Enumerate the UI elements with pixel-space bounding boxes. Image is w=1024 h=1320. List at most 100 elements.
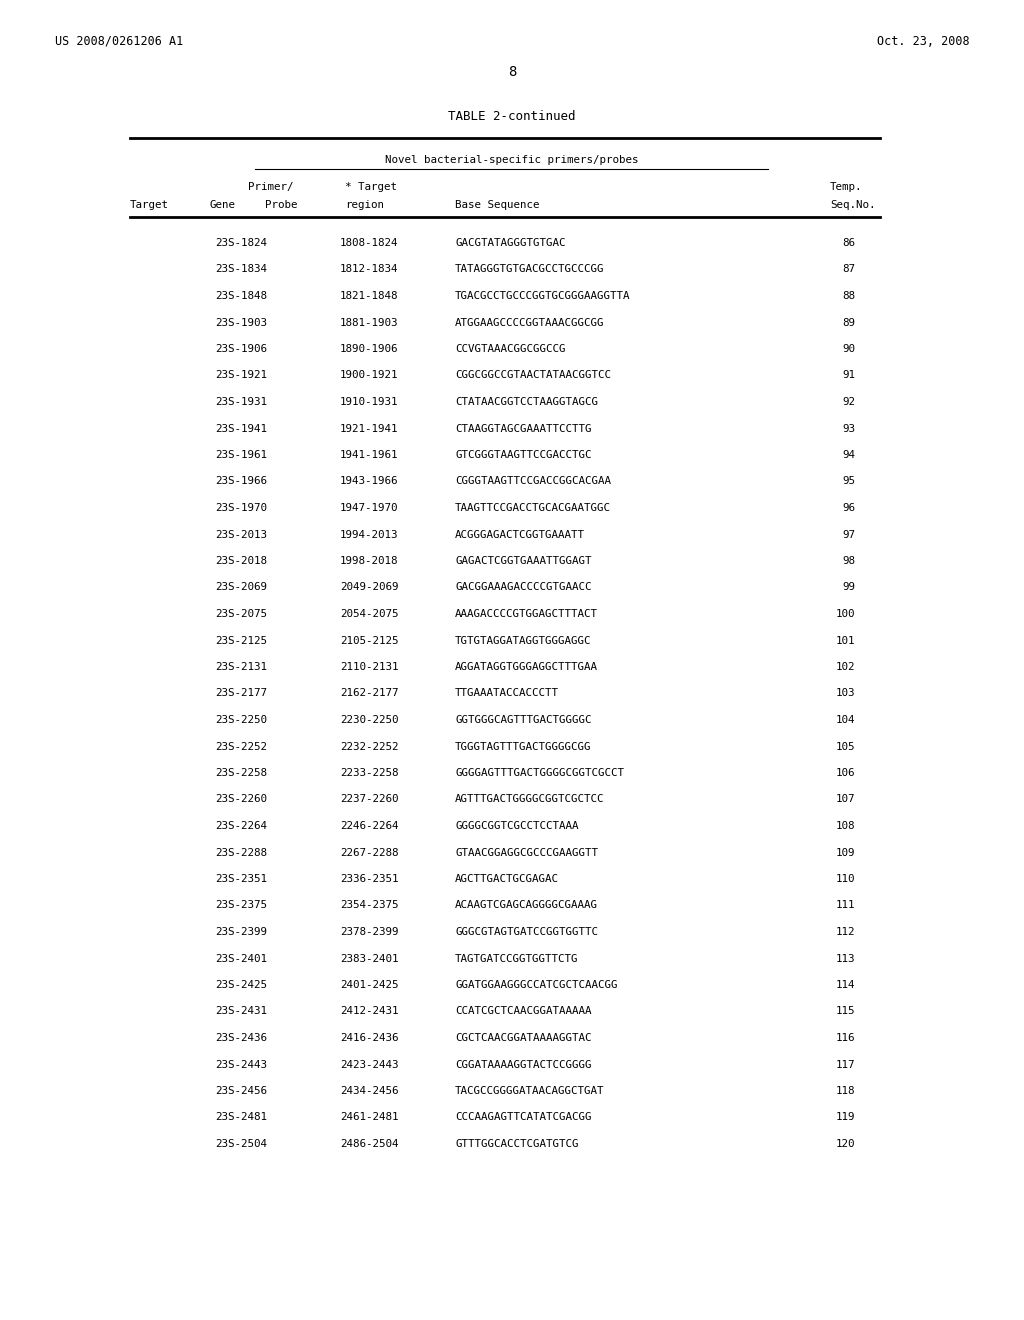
Text: 2162-2177: 2162-2177 xyxy=(340,689,398,698)
Text: 2336-2351: 2336-2351 xyxy=(340,874,398,884)
Text: AAAGACCCCGTGGAGCTTTACT: AAAGACCCCGTGGAGCTTTACT xyxy=(455,609,598,619)
Text: AGGATAGGTGGGAGGCTTTGAA: AGGATAGGTGGGAGGCTTTGAA xyxy=(455,663,598,672)
Text: 87: 87 xyxy=(842,264,855,275)
Text: 23S-2258: 23S-2258 xyxy=(215,768,267,777)
Text: 23S-2252: 23S-2252 xyxy=(215,742,267,751)
Text: CGGGTAAGTTCCGACCGGCACGAA: CGGGTAAGTTCCGACCGGCACGAA xyxy=(455,477,611,487)
Text: 2354-2375: 2354-2375 xyxy=(340,900,398,911)
Text: CGGCGGCCGTAACTATAACGGTCC: CGGCGGCCGTAACTATAACGGTCC xyxy=(455,371,611,380)
Text: 2416-2436: 2416-2436 xyxy=(340,1034,398,1043)
Text: ACAAGTCGAGCAGGGGCGAAAG: ACAAGTCGAGCAGGGGCGAAAG xyxy=(455,900,598,911)
Text: 94: 94 xyxy=(842,450,855,459)
Text: AGTTTGACTGGGGCGGTCGCTCC: AGTTTGACTGGGGCGGTCGCTCC xyxy=(455,795,604,804)
Text: GAGACTCGGTGAAATTGGAGT: GAGACTCGGTGAAATTGGAGT xyxy=(455,556,592,566)
Text: 23S-1824: 23S-1824 xyxy=(215,238,267,248)
Text: TGACGCCTGCCCGGTGCGGGAAGGTTA: TGACGCCTGCCCGGTGCGGGAAGGTTA xyxy=(455,290,631,301)
Text: 113: 113 xyxy=(836,953,855,964)
Text: 1821-1848: 1821-1848 xyxy=(340,290,398,301)
Text: 90: 90 xyxy=(842,345,855,354)
Text: Novel bacterial-specific primers/probes: Novel bacterial-specific primers/probes xyxy=(385,154,639,165)
Text: 2267-2288: 2267-2288 xyxy=(340,847,398,858)
Text: 23S-2436: 23S-2436 xyxy=(215,1034,267,1043)
Text: 23S-1970: 23S-1970 xyxy=(215,503,267,513)
Text: Target: Target xyxy=(130,201,169,210)
Text: 1900-1921: 1900-1921 xyxy=(340,371,398,380)
Text: 118: 118 xyxy=(836,1086,855,1096)
Text: GACGTATAGGGTGTGAC: GACGTATAGGGTGTGAC xyxy=(455,238,565,248)
Text: 23S-2456: 23S-2456 xyxy=(215,1086,267,1096)
Text: CGCTCAACGGATAAAAGGTAC: CGCTCAACGGATAAAAGGTAC xyxy=(455,1034,592,1043)
Text: 23S-2250: 23S-2250 xyxy=(215,715,267,725)
Text: US 2008/0261206 A1: US 2008/0261206 A1 xyxy=(55,36,183,48)
Text: Oct. 23, 2008: Oct. 23, 2008 xyxy=(878,36,970,48)
Text: 23S-1906: 23S-1906 xyxy=(215,345,267,354)
Text: 117: 117 xyxy=(836,1060,855,1069)
Text: 23S-2443: 23S-2443 xyxy=(215,1060,267,1069)
Text: 23S-2351: 23S-2351 xyxy=(215,874,267,884)
Text: 2246-2264: 2246-2264 xyxy=(340,821,398,832)
Text: 1808-1824: 1808-1824 xyxy=(340,238,398,248)
Text: 23S-2018: 23S-2018 xyxy=(215,556,267,566)
Text: 23S-1961: 23S-1961 xyxy=(215,450,267,459)
Text: 2233-2258: 2233-2258 xyxy=(340,768,398,777)
Text: CCATCGCTCAACGGATAAAAA: CCATCGCTCAACGGATAAAAA xyxy=(455,1006,592,1016)
Text: 1941-1961: 1941-1961 xyxy=(340,450,398,459)
Text: 23S-2481: 23S-2481 xyxy=(215,1113,267,1122)
Text: 23S-2504: 23S-2504 xyxy=(215,1139,267,1148)
Text: 2383-2401: 2383-2401 xyxy=(340,953,398,964)
Text: 88: 88 xyxy=(842,290,855,301)
Text: TABLE 2-continued: TABLE 2-continued xyxy=(449,110,575,123)
Text: ACGGGAGACTCGGTGAAATT: ACGGGAGACTCGGTGAAATT xyxy=(455,529,585,540)
Text: 2230-2250: 2230-2250 xyxy=(340,715,398,725)
Text: 2401-2425: 2401-2425 xyxy=(340,979,398,990)
Text: GTTTGGCACCTCGATGTCG: GTTTGGCACCTCGATGTCG xyxy=(455,1139,579,1148)
Text: TGTGTAGGATAGGTGGGAGGC: TGTGTAGGATAGGTGGGAGGC xyxy=(455,635,592,645)
Text: 23S-2075: 23S-2075 xyxy=(215,609,267,619)
Text: 23S-2288: 23S-2288 xyxy=(215,847,267,858)
Text: TATAGGGTGTGACGCCTGCCCGG: TATAGGGTGTGACGCCTGCCCGG xyxy=(455,264,604,275)
Text: GTAACGGAGGCGCCCGAAGGTT: GTAACGGAGGCGCCCGAAGGTT xyxy=(455,847,598,858)
Text: 108: 108 xyxy=(836,821,855,832)
Text: 2461-2481: 2461-2481 xyxy=(340,1113,398,1122)
Text: 104: 104 xyxy=(836,715,855,725)
Text: AGCTTGACTGCGAGAC: AGCTTGACTGCGAGAC xyxy=(455,874,559,884)
Text: GGGGCGGTCGCCTCCTAAA: GGGGCGGTCGCCTCCTAAA xyxy=(455,821,579,832)
Text: Probe: Probe xyxy=(265,201,298,210)
Text: 2434-2456: 2434-2456 xyxy=(340,1086,398,1096)
Text: 119: 119 xyxy=(836,1113,855,1122)
Text: 2232-2252: 2232-2252 xyxy=(340,742,398,751)
Text: 2378-2399: 2378-2399 xyxy=(340,927,398,937)
Text: 93: 93 xyxy=(842,424,855,433)
Text: 23S-2177: 23S-2177 xyxy=(215,689,267,698)
Text: 2237-2260: 2237-2260 xyxy=(340,795,398,804)
Text: 23S-1921: 23S-1921 xyxy=(215,371,267,380)
Text: 23S-2125: 23S-2125 xyxy=(215,635,267,645)
Text: 2054-2075: 2054-2075 xyxy=(340,609,398,619)
Text: 100: 100 xyxy=(836,609,855,619)
Text: 112: 112 xyxy=(836,927,855,937)
Text: 116: 116 xyxy=(836,1034,855,1043)
Text: Primer/: Primer/ xyxy=(248,182,294,191)
Text: 23S-1966: 23S-1966 xyxy=(215,477,267,487)
Text: CGGATAAAAGGTACTCCGGGG: CGGATAAAAGGTACTCCGGGG xyxy=(455,1060,592,1069)
Text: 2412-2431: 2412-2431 xyxy=(340,1006,398,1016)
Text: 2105-2125: 2105-2125 xyxy=(340,635,398,645)
Text: GTCGGGTAAGTTCCGACCTGC: GTCGGGTAAGTTCCGACCTGC xyxy=(455,450,592,459)
Text: 111: 111 xyxy=(836,900,855,911)
Text: Base Sequence: Base Sequence xyxy=(455,201,540,210)
Text: 23S-2399: 23S-2399 xyxy=(215,927,267,937)
Text: Seq.No.: Seq.No. xyxy=(830,201,876,210)
Text: TAGTGATCCGGTGGTTCTG: TAGTGATCCGGTGGTTCTG xyxy=(455,953,579,964)
Text: 23S-2131: 23S-2131 xyxy=(215,663,267,672)
Text: GGATGGAAGGGCCATCGCTCAACGG: GGATGGAAGGGCCATCGCTCAACGG xyxy=(455,979,617,990)
Text: GGGCGTAGTGATCCGGTGGTTC: GGGCGTAGTGATCCGGTGGTTC xyxy=(455,927,598,937)
Text: CCCAAGAGTTCATATCGACGG: CCCAAGAGTTCATATCGACGG xyxy=(455,1113,592,1122)
Text: Gene: Gene xyxy=(210,201,236,210)
Text: 2049-2069: 2049-2069 xyxy=(340,582,398,593)
Text: 1881-1903: 1881-1903 xyxy=(340,318,398,327)
Text: 2423-2443: 2423-2443 xyxy=(340,1060,398,1069)
Text: TTGAAATACCACCCTT: TTGAAATACCACCCTT xyxy=(455,689,559,698)
Text: 101: 101 xyxy=(836,635,855,645)
Text: 23S-2264: 23S-2264 xyxy=(215,821,267,832)
Text: 120: 120 xyxy=(836,1139,855,1148)
